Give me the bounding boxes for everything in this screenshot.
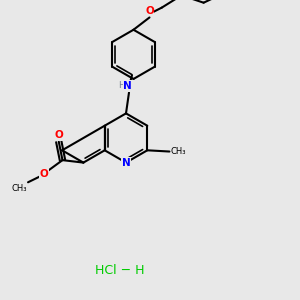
Text: HCl − H: HCl − H	[95, 263, 145, 277]
Text: O: O	[145, 6, 154, 16]
Text: CH₃: CH₃	[11, 184, 26, 193]
Text: N: N	[122, 158, 130, 168]
Text: O: O	[54, 130, 63, 140]
Text: CH₃: CH₃	[171, 147, 186, 156]
Text: H: H	[118, 81, 125, 90]
Text: N: N	[123, 81, 132, 91]
Text: O: O	[40, 169, 48, 179]
